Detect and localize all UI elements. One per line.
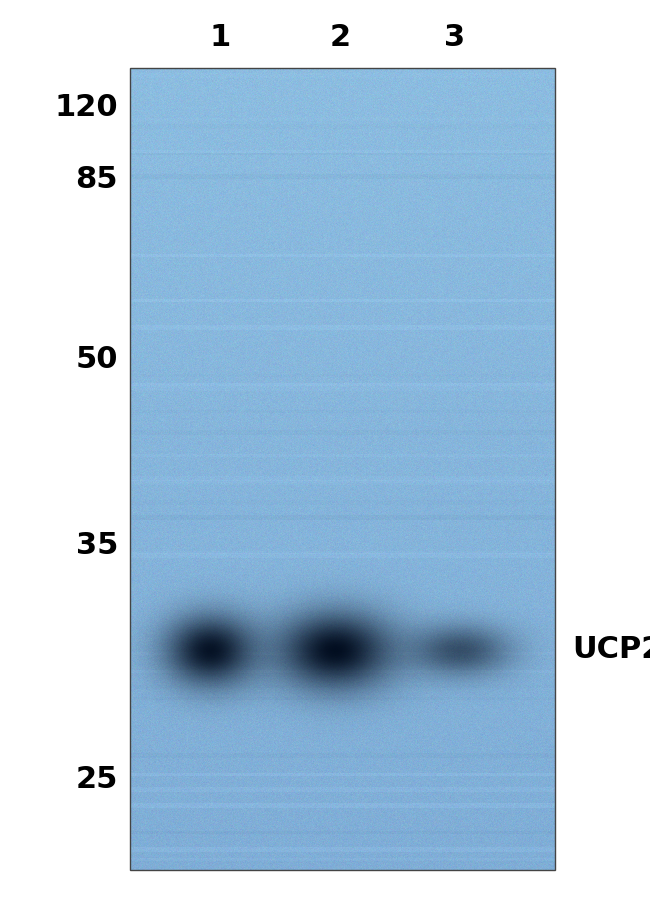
- Text: 3: 3: [445, 23, 465, 52]
- Text: 25: 25: [75, 766, 118, 795]
- Text: UCP2: UCP2: [572, 635, 650, 664]
- Text: 35: 35: [75, 530, 118, 560]
- Text: 2: 2: [330, 23, 350, 52]
- Bar: [130, 68, 555, 870]
- Text: 1: 1: [209, 23, 231, 52]
- Text: 120: 120: [55, 94, 118, 122]
- Text: 50: 50: [75, 346, 118, 374]
- Text: 85: 85: [75, 166, 118, 194]
